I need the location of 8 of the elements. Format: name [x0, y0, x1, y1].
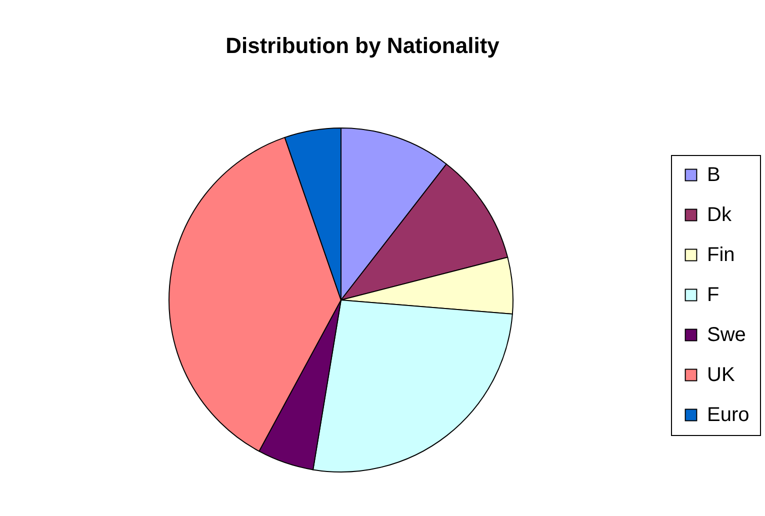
legend-label: B: [707, 164, 720, 186]
legend-label: UK: [707, 364, 736, 386]
legend-label: F: [707, 284, 720, 306]
legend-label: Swe: [707, 324, 746, 346]
legend-label: Dk: [707, 204, 732, 226]
legend-label: Euro: [707, 404, 750, 426]
chart-title: Distribution by Nationality: [226, 33, 500, 58]
legend-label: Fin: [707, 244, 735, 266]
